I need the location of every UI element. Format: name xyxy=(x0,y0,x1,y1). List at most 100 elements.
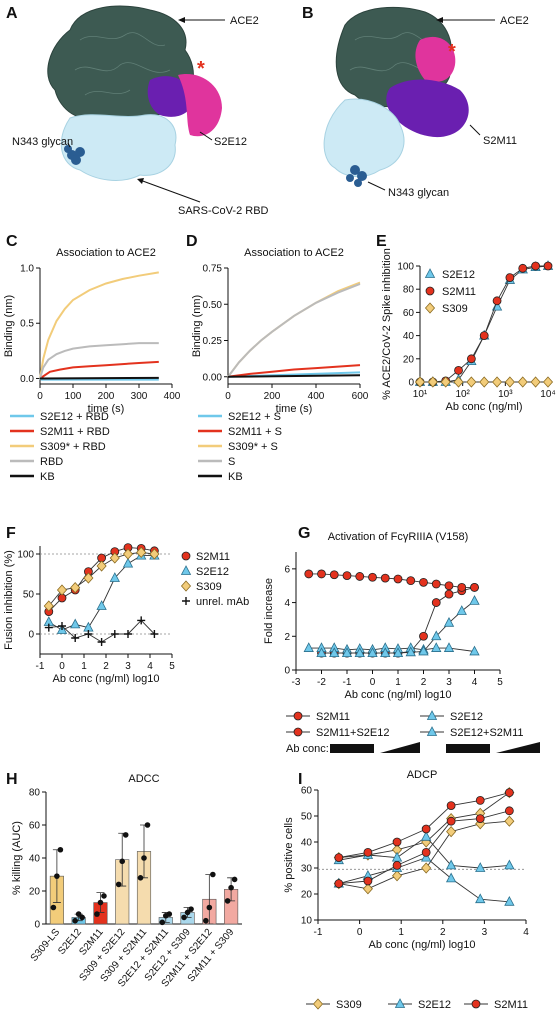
y-tick-label: 20 xyxy=(403,354,415,365)
label-s2m11-b: S2M11 xyxy=(483,135,517,147)
y-tick-label: 0.75 xyxy=(203,264,223,275)
arrowhead-ace2-b xyxy=(436,17,443,23)
data-point xyxy=(542,376,554,388)
arrowhead-rbd-a xyxy=(137,178,144,184)
y-tick-label: 60 xyxy=(29,821,41,832)
data-point xyxy=(445,872,457,883)
y-tick-label: 4 xyxy=(284,598,290,609)
replicate-point xyxy=(54,873,60,879)
y-tick-label: 0.50 xyxy=(203,300,223,311)
data-point xyxy=(444,589,454,599)
replicate-point xyxy=(159,919,166,926)
panel-label-e: E xyxy=(376,233,387,250)
panel-label-b: B xyxy=(302,5,314,22)
legend-label: S2M11 + S xyxy=(228,426,282,438)
x-tick-label: 0 xyxy=(357,927,363,938)
data-point xyxy=(334,853,344,862)
replicate-point xyxy=(72,917,78,924)
y-axis-label-f: Fusion inhibition (%) xyxy=(3,550,15,650)
x-tick-label: 400 xyxy=(308,391,325,402)
star-marker-b: * xyxy=(448,41,456,63)
replicate-point xyxy=(203,917,209,924)
ace2-texture xyxy=(74,32,171,96)
data-point xyxy=(479,331,489,341)
series-line xyxy=(420,265,548,383)
data-point xyxy=(405,646,416,657)
label-rbd: SARS-CoV-2 RBD xyxy=(178,205,269,217)
conc-bar-constant xyxy=(330,744,374,753)
data-point xyxy=(454,365,463,375)
data-point xyxy=(517,376,528,388)
chart-c: C Association to ACE2 0.0 0.5 1.0 0 100 200 300 4… xyxy=(3,233,181,483)
legend-marker xyxy=(180,565,192,575)
series-line xyxy=(227,364,361,378)
legend-label: S2M11 xyxy=(442,286,476,298)
data-point xyxy=(446,816,456,826)
data-point xyxy=(418,645,429,656)
error-bar xyxy=(227,877,236,902)
arrowhead-ace2-a xyxy=(178,17,185,23)
legend-label: S2E12+S2M11 xyxy=(450,727,524,739)
x-tick-label: 0 xyxy=(59,661,65,672)
x-axis-label-d: time (s) xyxy=(276,403,313,415)
data-point xyxy=(391,851,403,862)
series-line xyxy=(420,265,549,383)
legend-label: S2M11 xyxy=(196,551,230,563)
data-point xyxy=(303,642,314,652)
x-tick-label: 200 xyxy=(264,391,281,402)
y-axis-label-c: Binding (nm) xyxy=(3,295,15,357)
data-point xyxy=(446,826,457,838)
y-tick-label: 0 xyxy=(408,378,414,389)
s2e12-surface-magenta xyxy=(178,74,222,137)
series-line xyxy=(39,342,159,379)
x-axis-label-e: Ab conc (ng/ml) xyxy=(445,401,522,413)
data-point xyxy=(316,647,327,658)
y-tick-label: 100 xyxy=(397,262,414,273)
data-point xyxy=(504,859,515,870)
x-tick-label: 1 xyxy=(398,927,404,938)
y-tick-label: 0.5 xyxy=(20,319,34,330)
conc-wedge-increasing xyxy=(496,742,540,753)
data-point xyxy=(363,876,373,886)
data-point xyxy=(406,576,416,586)
data-point xyxy=(446,801,456,810)
data-point xyxy=(466,354,476,364)
replicate-point xyxy=(122,832,129,838)
y-axis-label-d: Binding (nm) xyxy=(191,295,203,357)
series-line xyxy=(227,281,361,378)
y-tick-label: 80 xyxy=(403,285,415,296)
x-tick-label: S309-LS xyxy=(29,927,63,964)
data-point xyxy=(97,638,106,646)
legend-label: S2M11 xyxy=(316,711,350,723)
data-point xyxy=(334,879,344,888)
legend-label: S2M11 xyxy=(494,999,528,1011)
data-point xyxy=(456,605,467,615)
data-point xyxy=(96,560,107,572)
chart-title-h: ADCC xyxy=(128,773,159,785)
error-bar xyxy=(118,832,127,887)
data-point xyxy=(466,376,477,388)
replicate-point xyxy=(115,881,122,888)
series-line xyxy=(227,282,361,378)
data-point xyxy=(355,572,365,581)
x-tick-label: 4 xyxy=(147,661,153,672)
arrow-n343-a xyxy=(67,142,71,148)
replicate-point xyxy=(206,904,213,911)
data-point xyxy=(83,572,94,584)
arrow-n343-b xyxy=(367,181,386,191)
data-point xyxy=(44,623,53,632)
data-point xyxy=(531,261,540,271)
data-point xyxy=(475,814,485,823)
replicate-point xyxy=(184,909,191,916)
y-axis-label-g: Fold increase xyxy=(263,578,275,644)
error-bar xyxy=(52,849,61,903)
x-tick-label: 10³ xyxy=(498,389,513,400)
panel-label-d: D xyxy=(186,233,198,250)
data-point xyxy=(84,630,93,638)
data-point xyxy=(419,577,428,587)
legend-label: S309* + RBD xyxy=(40,441,106,453)
error-bar xyxy=(96,892,105,913)
y-tick-label: 50 xyxy=(23,590,35,601)
data-point xyxy=(440,376,451,388)
data-point xyxy=(457,583,467,592)
